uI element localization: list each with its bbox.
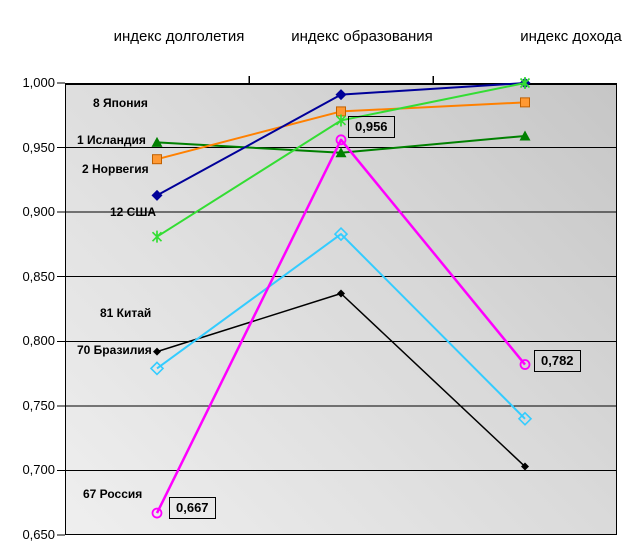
open-circle-marker bbox=[151, 507, 163, 519]
y-axis-tick-label: 0,950 bbox=[22, 139, 55, 155]
y-axis-tick-label: 0,850 bbox=[22, 268, 55, 284]
asterisk-marker bbox=[519, 77, 531, 89]
series-line bbox=[156, 233, 526, 420]
triangle-marker bbox=[519, 130, 531, 141]
small-diamond-marker bbox=[153, 347, 161, 356]
diamond-marker bbox=[335, 89, 347, 101]
square-marker bbox=[152, 154, 162, 165]
country-label: 67 Россия bbox=[83, 487, 143, 501]
y-axis-tick-label: 0,650 bbox=[22, 527, 55, 542]
data-label-box: 0,956 bbox=[348, 116, 395, 138]
triangle-marker bbox=[335, 147, 347, 158]
open-diamond-marker bbox=[149, 361, 165, 376]
series-США bbox=[151, 77, 531, 243]
square-marker bbox=[520, 97, 530, 108]
data-label-box: 0,782 bbox=[534, 350, 581, 372]
country-label: 70 Бразилия bbox=[77, 343, 152, 357]
y-axis-tick-label: 0,700 bbox=[22, 462, 55, 478]
category-label-income-index: индекс дохода bbox=[520, 28, 622, 45]
series-Исландия bbox=[152, 97, 530, 165]
category-label-longevity-index: индекс долголетия bbox=[113, 28, 245, 45]
asterisk-marker bbox=[151, 230, 163, 243]
series-line bbox=[155, 138, 526, 514]
data-label-box: 0,667 bbox=[169, 497, 216, 519]
y-axis-tick-label: 0,800 bbox=[22, 333, 55, 349]
category-axis-ticks bbox=[248, 76, 434, 83]
country-label: 12 США bbox=[110, 205, 157, 219]
series-Россия bbox=[151, 134, 531, 519]
series-Китай bbox=[153, 289, 529, 471]
y-axis-ticks bbox=[57, 82, 65, 536]
diamond-marker bbox=[151, 189, 163, 201]
open-diamond-marker bbox=[517, 411, 533, 426]
small-diamond-marker bbox=[337, 289, 345, 298]
open-circle-marker bbox=[519, 359, 531, 370]
country-label: 8 Япония bbox=[93, 96, 148, 110]
small-diamond-marker bbox=[521, 462, 529, 471]
y-axis-tick-label: 1,000 bbox=[22, 75, 55, 90]
open-diamond-marker bbox=[333, 226, 349, 242]
y-axis-tick-label: 0,900 bbox=[22, 204, 55, 220]
triangle-marker bbox=[151, 136, 163, 147]
country-label: 2 Норвегия bbox=[82, 162, 149, 176]
category-label-education-index: индекс образования bbox=[291, 28, 433, 45]
series-Бразилия bbox=[149, 226, 533, 426]
country-label: 1 Исландия bbox=[77, 133, 146, 147]
y-axis-tick-label: 0,750 bbox=[22, 397, 55, 413]
asterisk-marker bbox=[335, 114, 347, 127]
open-circle-marker bbox=[335, 134, 347, 146]
series-Япония bbox=[151, 130, 531, 158]
series-line bbox=[156, 292, 526, 468]
country-label: 81 Китай bbox=[100, 306, 152, 320]
